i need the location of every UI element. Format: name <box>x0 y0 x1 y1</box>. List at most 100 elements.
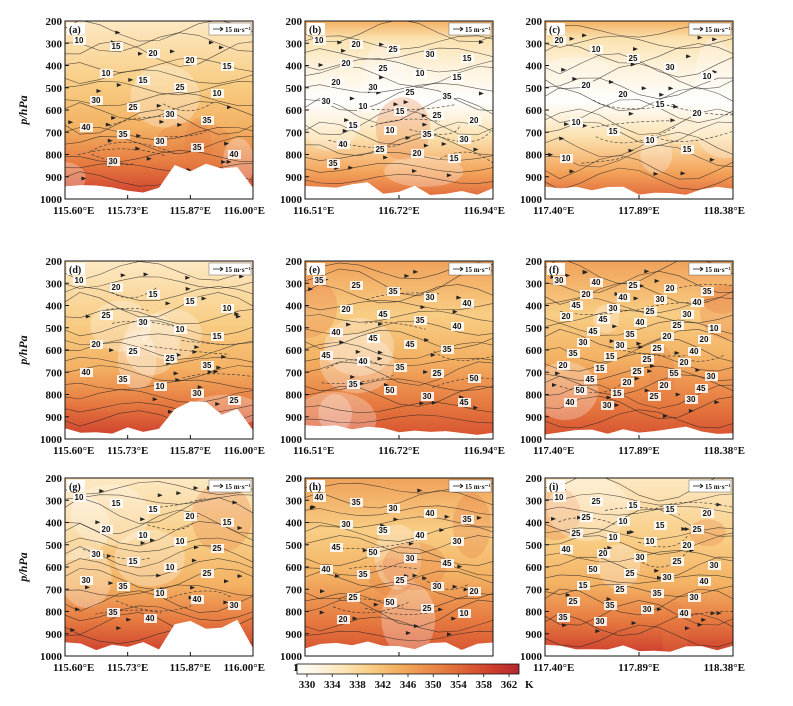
panel-d: 10 20 15 15 10 25 30 10 15 20 25 25 35 40 35 10 30 25 (d) 1… <box>16 256 265 457</box>
stream-arrow <box>609 339 615 344</box>
streamline <box>305 385 493 407</box>
contour-label: 10 <box>592 45 601 54</box>
panel-label-bg <box>547 263 565 275</box>
y-tick-label: 300 <box>286 38 303 50</box>
contour-label-bg <box>658 381 671 390</box>
contour-label: 10 <box>75 493 84 502</box>
contour-label: 10 <box>710 324 719 333</box>
contour-label: 50 <box>369 548 378 557</box>
stream-arrow <box>413 269 419 274</box>
colorbar-tick-label: 338 <box>349 679 366 691</box>
contour-label-bg <box>567 597 580 606</box>
isotach-contour <box>164 590 232 600</box>
contour-label-bg <box>80 368 93 377</box>
contour-label-bg <box>90 550 103 559</box>
stream-arrow <box>644 388 650 393</box>
contour-label: 20 <box>663 332 672 341</box>
contour-label: 35 <box>193 143 202 152</box>
contour-label-bg <box>211 332 224 341</box>
panel-label: (h) <box>309 482 321 493</box>
stream-arrow <box>639 283 645 288</box>
contour-label-bg <box>313 276 326 285</box>
contour-label-bg <box>627 281 640 290</box>
contour-label-bg <box>604 352 617 361</box>
isotach-contour <box>95 609 162 615</box>
contour-label: 25 <box>389 45 398 54</box>
stream-arrow <box>157 493 163 498</box>
stream-arrow <box>628 111 634 116</box>
x-tick-label: 117.40°E <box>533 445 574 457</box>
y-tick-label: 700 <box>286 367 303 379</box>
contour-label: 25 <box>352 281 361 290</box>
contour-label: 25 <box>423 604 432 613</box>
stream-arrow <box>128 77 134 82</box>
streamline <box>545 63 733 90</box>
contour-label-bg <box>708 561 721 570</box>
contour-label: 15 <box>349 121 358 130</box>
stream-arrow <box>441 142 447 147</box>
stream-arrow <box>420 305 426 310</box>
isotach-contour <box>655 502 733 510</box>
colorbar-tick-label: 362 <box>501 679 518 691</box>
streamline <box>65 69 253 84</box>
colorbar-tick-label: 358 <box>476 679 493 691</box>
contour-label: 20 <box>555 36 564 45</box>
contour-label-bg <box>701 72 714 81</box>
contour-label: 25 <box>406 88 415 97</box>
contour-label-bg <box>330 78 343 87</box>
contour-label: 40 <box>690 347 699 356</box>
contour-label-bg <box>384 598 397 607</box>
contour-label-bg <box>614 585 627 594</box>
contour-label: 15 <box>112 42 121 51</box>
stream-arrow <box>629 530 635 535</box>
contour-label: 30 <box>683 310 692 319</box>
stream-arrow <box>451 616 457 621</box>
y-tick-label: 400 <box>286 301 303 313</box>
colorbar-tick-label: 354 <box>450 679 467 691</box>
isotach-contour <box>328 139 401 148</box>
contour-label-bg <box>654 521 667 530</box>
streamline <box>545 409 733 429</box>
contour-label: 20 <box>700 335 709 344</box>
streamline <box>65 150 253 163</box>
stream-arrow <box>185 286 191 291</box>
streamline <box>545 535 733 555</box>
stream-arrow <box>404 273 410 278</box>
contour-label-bg <box>340 305 353 314</box>
contour-label: 25 <box>129 347 138 356</box>
contour-label-bg <box>164 563 177 572</box>
contour-label-bg <box>320 565 333 574</box>
contour-label: 30 <box>406 554 415 563</box>
streamline <box>305 490 493 509</box>
contour-label-bg <box>584 375 597 384</box>
stream-arrow <box>446 632 452 637</box>
colorbar-unit: K <box>525 679 534 691</box>
stream-arrow <box>412 573 418 578</box>
y-axis-label: p/hPa <box>16 335 30 365</box>
x-tick-label: 116.94°E <box>464 445 505 457</box>
contour-label-bg <box>691 298 704 307</box>
contour-label-bg <box>347 593 360 602</box>
contour-label-bg <box>691 525 704 534</box>
contour-label: 10 <box>572 118 581 127</box>
streamline <box>305 616 493 633</box>
stream-arrow <box>626 530 632 535</box>
contour-label-bg <box>607 533 620 542</box>
reference-vector-box <box>448 479 492 493</box>
streamline <box>545 352 733 372</box>
contour-label-bg <box>191 595 204 604</box>
streamline <box>545 506 733 516</box>
y-tick-label: 500 <box>526 83 543 95</box>
contour-label-bg <box>421 392 434 401</box>
contour-label: 15 <box>656 521 665 530</box>
colorbar-gradient <box>296 663 520 675</box>
x-tick-label: 117.40°E <box>533 662 574 674</box>
contour-label: 20 <box>149 49 158 58</box>
contour-label: 25 <box>379 64 388 73</box>
contour-label: 15 <box>683 145 692 154</box>
contour-label-bg <box>451 322 464 331</box>
y-tick-label: 200 <box>286 473 303 485</box>
field-anomaly <box>305 275 338 338</box>
contour-label-bg <box>461 515 474 524</box>
